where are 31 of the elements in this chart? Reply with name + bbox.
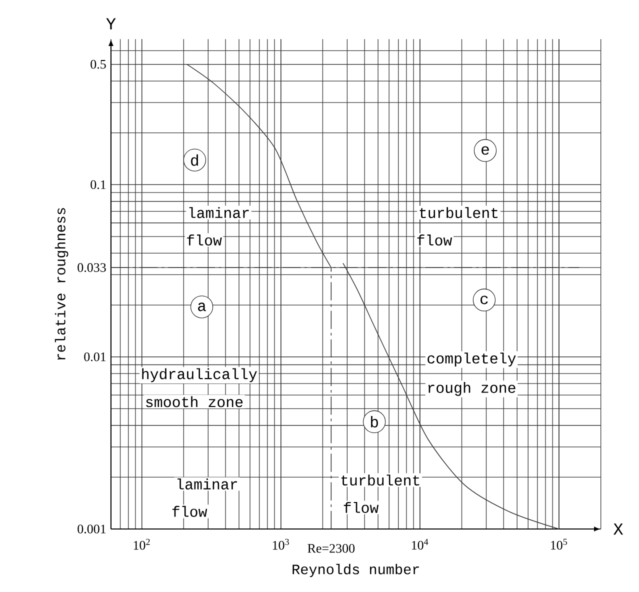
- x-tick-label: 10$^{3}$: [272, 538, 289, 550]
- y-tick-label: 0.033: [78, 263, 106, 272]
- annotation: smooth zone: [146, 396, 243, 408]
- annotation: flow: [187, 234, 222, 246]
- annotation: turbulent: [420, 207, 498, 218]
- y-axis-title: relative roughness: [54, 208, 68, 360]
- x-tick-label: 10$^{2}$: [134, 538, 150, 550]
- y-tick-label: 0.5: [90, 60, 106, 69]
- annotation: e: [482, 146, 489, 155]
- y-tick-label: 0.001: [78, 524, 106, 534]
- x-tick-label: 10$^{4}$: [412, 538, 428, 550]
- annotation: flow: [172, 506, 208, 518]
- y-tick-label: 0.01: [84, 352, 106, 362]
- annotation: turbulent: [341, 474, 420, 486]
- x-tick-label: 10$^{5}$: [551, 538, 568, 550]
- annotation: rough zone: [428, 382, 516, 396]
- text: Y: [106, 18, 116, 30]
- annotation: laminar: [189, 207, 249, 218]
- annotation: completely: [428, 352, 516, 367]
- annotation: hydraulically: [142, 368, 257, 382]
- annotation: flow: [344, 502, 379, 514]
- ref-line-label: Re=2300: [308, 544, 355, 553]
- annotation: c: [480, 296, 488, 304]
- annotation: flow: [417, 234, 452, 246]
- annotation: d: [191, 154, 198, 166]
- text: X: [614, 524, 624, 535]
- annotation: a: [198, 302, 206, 312]
- annotation: b: [371, 416, 378, 428]
- x-axis-title: Reynolds number: [292, 564, 419, 578]
- annotation: laminar: [178, 478, 238, 490]
- y-tick-label: 0.1: [90, 180, 106, 190]
